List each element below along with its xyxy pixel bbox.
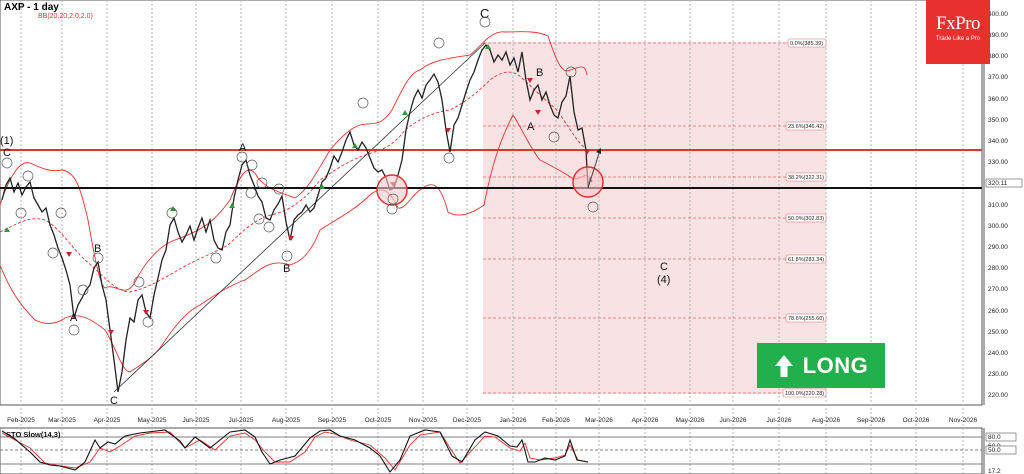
- wave-end-circle: [376, 174, 408, 206]
- svg-text:0.0%(385.39): 0.0%(385.39): [790, 41, 823, 47]
- roman-wave-markers: [1, 16, 599, 336]
- svg-text:370.00: 370.00: [988, 74, 1008, 81]
- svg-text:(4): (4): [657, 274, 670, 286]
- svg-text:100.0%(220.28): 100.0%(220.28): [785, 391, 824, 397]
- svg-text:250.00: 250.00: [988, 329, 1008, 336]
- fxpro-logo: FxPro Trade Like a Pro: [926, 0, 990, 64]
- svg-text:80.0: 80.0: [988, 434, 1001, 441]
- svg-text:Apr-2025: Apr-2025: [94, 417, 121, 424]
- oscillator-pane: [0, 427, 983, 474]
- svg-text:C: C: [110, 395, 118, 407]
- svg-text:390.00: 390.00: [988, 32, 1008, 39]
- svg-text:400.00: 400.00: [988, 11, 1008, 18]
- svg-text:Mar-2026: Mar-2026: [585, 417, 613, 424]
- svg-text:230.00: 230.00: [988, 371, 1008, 378]
- svg-text:340.00: 340.00: [988, 138, 1008, 145]
- svg-text:Oct-2025: Oct-2025: [365, 417, 392, 424]
- svg-text:310.00: 310.00: [988, 202, 1008, 209]
- svg-text:Feb-2026: Feb-2026: [542, 417, 570, 424]
- oscillator-axis: 80.0 60.0 50.0 17.2: [983, 428, 1017, 474]
- projection-arrow-icon: [596, 148, 601, 154]
- logo-brand: FxPro: [936, 13, 980, 34]
- svg-text:320.11: 320.11: [988, 180, 1008, 187]
- svg-text:C: C: [660, 261, 668, 273]
- svg-text:Mar-2025: Mar-2025: [48, 417, 76, 424]
- svg-text:380.00: 380.00: [988, 53, 1008, 60]
- svg-text:270.00: 270.00: [988, 286, 1008, 293]
- wave-end-circle: [572, 166, 604, 198]
- long-signal-badge: LONG: [757, 343, 885, 388]
- svg-text:280.00: 280.00: [988, 265, 1008, 272]
- svg-text:78.6%(255.60): 78.6%(255.60): [788, 316, 824, 322]
- stochastic-oscillator: STO Slow(14,3): [0, 429, 982, 473]
- svg-text:C: C: [3, 147, 11, 159]
- svg-text:Nov-2026: Nov-2026: [949, 417, 978, 424]
- signal-label: LONG: [802, 352, 869, 378]
- svg-text:300.00: 300.00: [988, 223, 1008, 230]
- bollinger-bands: [0, 31, 589, 373]
- svg-text:(1): (1): [0, 135, 13, 147]
- svg-text:A: A: [239, 142, 247, 154]
- svg-text:Jun-2025: Jun-2025: [182, 417, 209, 424]
- fib-lines: [483, 42, 826, 394]
- indicator-label: BB(20,20,2.0,2.0): [38, 13, 93, 20]
- vertical-grid: [20, 0, 964, 474]
- svg-text:Sep-2025: Sep-2025: [318, 417, 347, 424]
- svg-text:Jun-2026: Jun-2026: [719, 417, 746, 424]
- arrow-up-icon: [774, 354, 793, 377]
- projection-line: [587, 149, 601, 189]
- trend-line: [113, 42, 486, 393]
- svg-text:A: A: [70, 312, 78, 324]
- wave-labels: (1) C C C (4) A B C A B B A: [0, 6, 670, 407]
- svg-text:A: A: [527, 121, 535, 133]
- svg-text:Dec-2025: Dec-2025: [453, 417, 482, 424]
- svg-text:STO Slow(14,3): STO Slow(14,3): [6, 430, 61, 439]
- logo-tagline: Trade Like a Pro: [935, 36, 981, 42]
- svg-text:38.2%(322.31): 38.2%(322.31): [788, 175, 824, 181]
- svg-text:B: B: [536, 67, 543, 79]
- svg-text:Nov-2025: Nov-2025: [409, 417, 438, 424]
- svg-text:Jul-2025: Jul-2025: [229, 417, 254, 424]
- svg-text:Aug-2025: Aug-2025: [272, 417, 301, 424]
- price-bars: [1, 43, 593, 393]
- svg-text:61.8%(283.34): 61.8%(283.34): [788, 257, 824, 263]
- price-axis: 400.00 390.00 380.00 370.00 360.00 350.0…: [983, 0, 1023, 405]
- svg-text:B: B: [283, 263, 290, 275]
- svg-text:360.00: 360.00: [988, 96, 1008, 103]
- svg-text:17.2: 17.2: [988, 468, 1001, 474]
- svg-text:350.00: 350.00: [988, 117, 1008, 124]
- svg-text:290.00: 290.00: [988, 244, 1008, 251]
- svg-text:Jan-2026: Jan-2026: [499, 417, 526, 424]
- svg-text:Apr-2026: Apr-2026: [632, 417, 659, 424]
- svg-text:Feb-2025: Feb-2025: [7, 417, 35, 424]
- svg-text:B: B: [94, 243, 101, 255]
- svg-text:260.00: 260.00: [988, 308, 1008, 315]
- svg-text:50.0: 50.0: [988, 447, 1001, 454]
- svg-text:50.0%(302.83): 50.0%(302.83): [788, 216, 824, 222]
- fib-level-labels: 0.0%(385.39) 23.6%(346.42) 38.2%(322.31)…: [782, 38, 827, 398]
- svg-text:May-2026: May-2026: [676, 417, 705, 424]
- chart-title: AXP - 1 day: [4, 2, 59, 13]
- svg-text:220.00: 220.00: [988, 392, 1008, 399]
- svg-text:240.00: 240.00: [988, 350, 1008, 357]
- svg-text:Oct-2026: Oct-2026: [903, 417, 930, 424]
- svg-text:May-2025: May-2025: [138, 417, 167, 424]
- svg-text:330.00: 330.00: [988, 159, 1008, 166]
- svg-text:Sep-2026: Sep-2026: [857, 417, 886, 424]
- svg-text:23.6%(346.42): 23.6%(346.42): [788, 124, 824, 130]
- svg-text:Jul-2026: Jul-2026: [767, 417, 792, 424]
- svg-text:C: C: [480, 6, 489, 21]
- time-axis: Feb-2025 Mar-2025 Apr-2025 May-2025 Jun-…: [7, 417, 977, 424]
- svg-text:Aug-2026: Aug-2026: [812, 417, 841, 424]
